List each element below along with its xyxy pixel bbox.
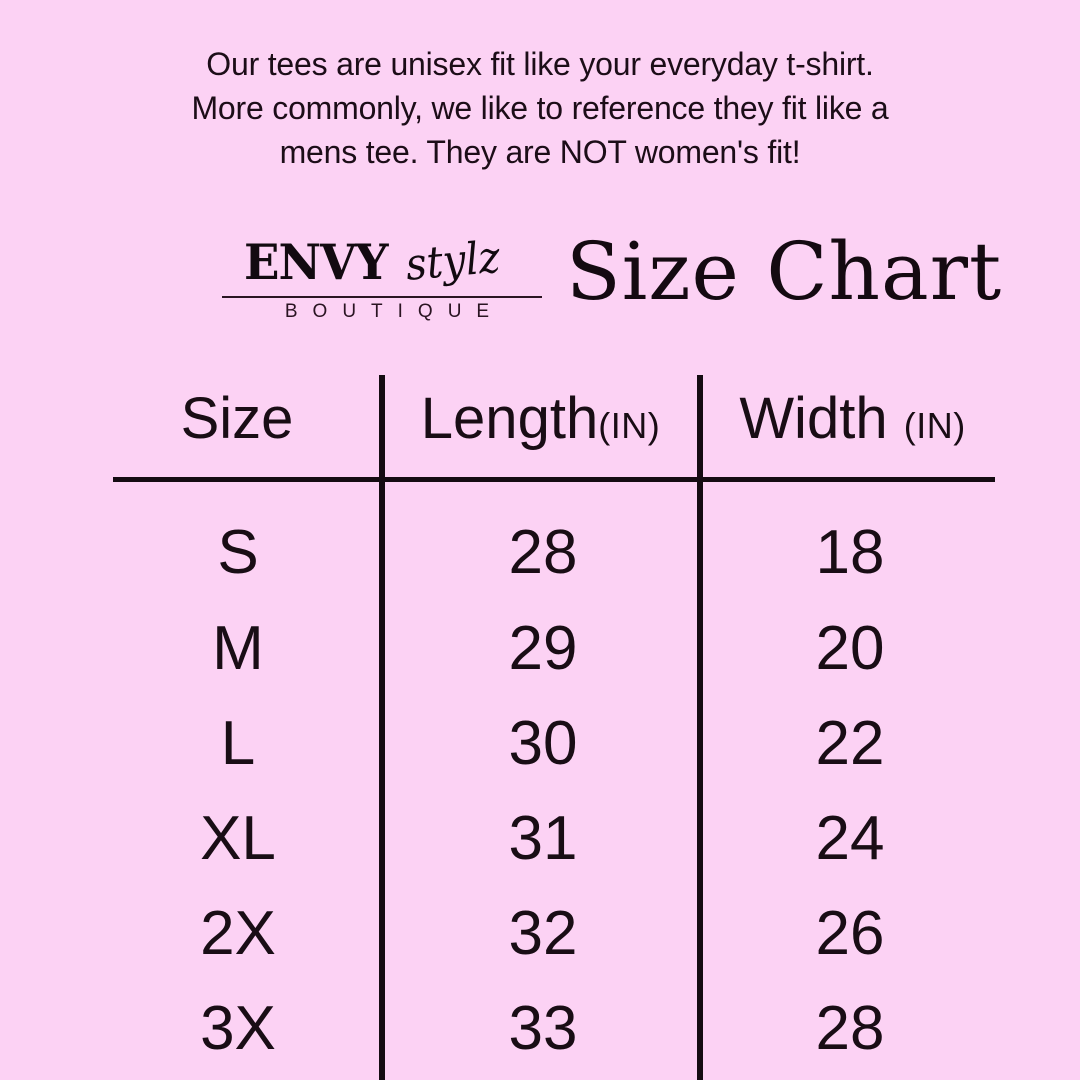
- column-header-width-label: Width: [739, 386, 888, 451]
- table-row-size: L: [220, 709, 256, 778]
- table-row-length: 31: [508, 804, 578, 873]
- table-row-width: 22: [815, 709, 885, 778]
- table-row-size: S: [217, 518, 259, 587]
- table-row-width: 20: [815, 614, 885, 683]
- table-row-size: M: [212, 614, 264, 683]
- table-row-width: 28: [815, 994, 885, 1063]
- brand-logo-wordmark: ENVY stylz: [222, 231, 542, 298]
- size-table: Size Length(IN) Width (IN) S 28 18 M 29 …: [0, 370, 1080, 1080]
- intro-line-3: mens tee. They are NOT women's fit!: [279, 134, 801, 170]
- column-header-size-label: Size: [180, 386, 294, 451]
- column-header-length-unit: (IN): [598, 405, 661, 446]
- table-row-length: 29: [508, 614, 578, 683]
- column-divider-2: [697, 375, 703, 1080]
- table-row-length: 32: [508, 899, 578, 968]
- brand-name-script: stylz: [403, 231, 502, 291]
- table-row-size: XL: [200, 804, 276, 873]
- brand-subtitle: BOUTIQUE: [284, 301, 505, 322]
- title-band: ENVY stylz BOUTIQUE Size Chart: [0, 228, 1080, 338]
- column-header-width-unit: (IN): [903, 405, 966, 446]
- table-row-width: 26: [815, 899, 885, 968]
- intro-line-1: Our tees are unisex fit like your everyd…: [206, 46, 874, 82]
- column-header-length: Length(IN): [388, 384, 693, 461]
- table-row-size: 3X: [200, 994, 276, 1063]
- column-divider-1: [379, 375, 385, 1080]
- column-header-length-label: Length: [420, 386, 599, 451]
- brand-name-bold: ENVY: [244, 233, 389, 291]
- column-header-size: Size: [137, 384, 337, 454]
- table-row-width: 18: [815, 518, 885, 587]
- intro-line-2: More commonly, we like to reference they…: [191, 90, 889, 126]
- brand-logo: ENVY stylz BOUTIQUE: [222, 231, 542, 336]
- table-row-length: 28: [508, 518, 578, 587]
- table-row-length: 30: [508, 709, 578, 778]
- intro-text: Our tees are unisex fit like your everyd…: [90, 42, 990, 174]
- page-title: Size Chart: [566, 225, 1003, 318]
- brand-divider: [222, 296, 542, 298]
- table-row-size: 2X: [200, 899, 276, 968]
- column-header-width: Width (IN): [705, 384, 1000, 461]
- table-row-length: 33: [508, 994, 578, 1063]
- table-row-width: 24: [815, 804, 885, 873]
- header-divider: [113, 477, 995, 482]
